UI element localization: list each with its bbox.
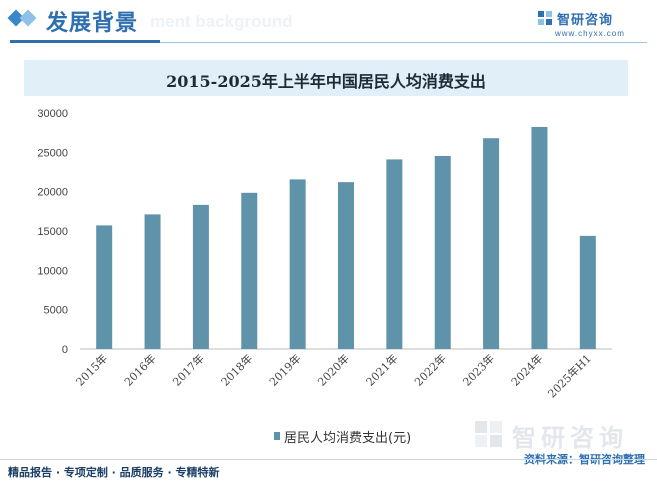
x-tick-label: 2018年 [218,351,255,388]
watermark-logo-icon [475,421,502,447]
bar [386,159,403,349]
x-tick-label: 2020年 [315,351,352,388]
footer-tagline: 精品报告 · 专项定制 · 品质服务 · 专精特新 [8,466,220,479]
bar [434,155,451,349]
chart-title: 2015-2025年上半年中国居民人均消费支出 [166,72,486,91]
x-tick-label: 2023年 [460,351,497,388]
y-tick-label: 30000 [37,108,68,120]
brand-logo-block: 智研咨询 www.chyxx.com [537,7,637,41]
bar [338,182,354,349]
bar [483,138,500,349]
section-subtitle-ghost: ment background [150,12,293,31]
y-tick-label: 10000 [37,265,68,277]
brand-logo-icon [538,11,552,25]
y-tick-label: 0 [62,344,68,356]
x-tick-label: 2025年H1 [545,351,594,400]
x-tick-label: 2024年 [508,351,545,388]
legend-label: 居民人均消费支出(元) [284,431,412,446]
legend-swatch [274,432,280,440]
watermark-text: 智研咨询 [512,424,628,452]
bar [96,225,113,349]
y-tick-label: 20000 [37,187,68,199]
bar [241,192,258,349]
section-title: 发展背景 [46,11,139,36]
x-tick-label: 2022年 [411,351,448,388]
header: 发展背景 ment background 智研咨询 www.chyxx.com [0,0,657,44]
bar [144,214,161,349]
watermark-logo: 智研咨询 [474,418,644,452]
footer-divider [0,459,657,460]
bar [579,235,596,349]
y-tick-label: 15000 [37,226,68,238]
x-tick-label: 2021年 [363,351,400,388]
brand-url: www.chyxx.com [555,29,625,38]
x-tick-label: 2016年 [121,351,158,388]
y-tick-label: 5000 [44,305,68,317]
bar [531,126,548,349]
x-tick-label: 2017年 [170,351,207,388]
header-divider-accent [10,40,160,43]
bar [192,204,209,349]
y-tick-label: 25000 [37,147,68,159]
chart-title-band: 2015-2025年上半年中国居民人均消费支出 [24,60,628,96]
x-tick-label: 2019年 [266,351,303,388]
header-divider [10,42,647,43]
bar [289,179,306,349]
x-tick-label: 2015年 [73,351,110,388]
brand-name: 智研咨询 [557,13,614,28]
